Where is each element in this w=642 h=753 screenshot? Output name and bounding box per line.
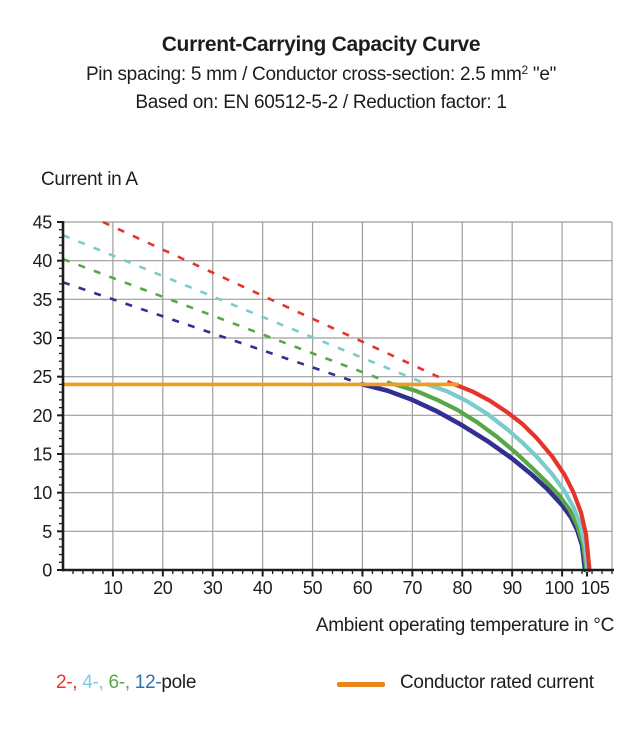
svg-text:45: 45	[33, 213, 53, 233]
svg-text:90: 90	[502, 578, 522, 598]
axis-spines	[61, 221, 614, 572]
subtitle-spec-text: Pin spacing: 5 mm / Conductor cross-sect…	[85, 64, 522, 85]
legend-pole-suffix: pole	[161, 672, 197, 693]
legend-item-2-pole: 2-,	[56, 672, 83, 693]
svg-text:80: 80	[453, 578, 473, 598]
subtitle-spec-tail: "e"	[527, 64, 557, 85]
svg-text:10: 10	[33, 483, 53, 503]
legend-item-6-pole: 6-,	[108, 672, 135, 693]
legend-pole-counts: 2-, 4-, 6-, 12-pole	[56, 672, 196, 694]
svg-text:5: 5	[42, 522, 52, 542]
x-axis-title: Ambient operating temperature in °C	[315, 615, 614, 636]
rated-current-line-swatch	[337, 681, 385, 687]
y-axis-title: Current in A	[41, 169, 138, 190]
curve-12-pole	[360, 382, 588, 573]
svg-text:60: 60	[353, 578, 373, 598]
legend-item-4-pole: 4-,	[82, 672, 109, 693]
svg-text:10: 10	[103, 578, 123, 598]
svg-text:40: 40	[33, 251, 53, 271]
svg-text:70: 70	[403, 578, 423, 598]
axis-ticks	[57, 221, 613, 577]
curve-2-pole	[452, 382, 592, 573]
svg-text:25: 25	[33, 367, 53, 387]
legend-rated-current: Conductor rated current	[337, 672, 594, 694]
curve-4-pole	[425, 382, 590, 573]
svg-text:15: 15	[33, 445, 53, 465]
svg-text:35: 35	[33, 290, 53, 310]
legend-item-12-pole: 12-	[134, 672, 162, 693]
capacity-curves	[360, 382, 592, 573]
dashed-derating-lines	[62, 220, 456, 386]
chart-title: Current-Carrying Capacity Curve	[161, 33, 481, 56]
chart-subtitle-spec: Pin spacing: 5 mm / Conductor cross-sect…	[0, 63, 642, 86]
svg-text:0: 0	[42, 561, 52, 581]
svg-text:30: 30	[203, 578, 223, 598]
svg-text:20: 20	[153, 578, 173, 598]
svg-text:100: 100	[545, 578, 574, 598]
svg-text:50: 50	[303, 578, 323, 598]
rated-current-label: Conductor rated current	[400, 672, 594, 693]
curve-6-pole	[392, 382, 589, 573]
subtitle-superscript: 2	[521, 63, 529, 77]
chart-subtitle-standard: Based on: EN 60512-5-2 / Reduction facto…	[135, 92, 507, 113]
svg-text:20: 20	[33, 406, 53, 426]
svg-text:40: 40	[253, 578, 273, 598]
gridlines	[63, 221, 613, 570]
svg-text:105: 105	[580, 578, 609, 598]
tick-labels: 0 5 10 15 20 25 30 35 40 45 10 20 30 40 50 60 70 80 90 100 1…	[33, 213, 611, 599]
svg-text:30: 30	[33, 329, 53, 349]
